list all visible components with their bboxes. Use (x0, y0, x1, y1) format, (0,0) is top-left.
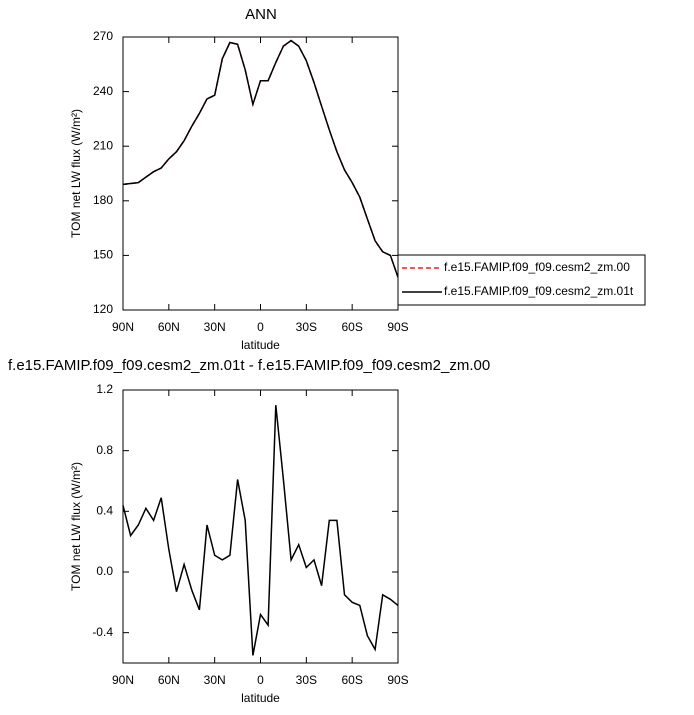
y-tick-label: 240 (93, 84, 113, 98)
x-tick-label: 60N (158, 673, 180, 687)
x-axis-label: latitude (241, 691, 280, 705)
x-tick-label: 60S (341, 320, 362, 334)
y-tick-label: 270 (93, 29, 113, 43)
y-tick-label: 0.8 (96, 443, 113, 457)
x-axis-label: latitude (241, 338, 280, 352)
legend-box (397, 254, 646, 306)
y-tick-label: 210 (93, 138, 113, 152)
legend-label: f.e15.FAMIP.f09_f09.cesm2_zm.01t (444, 284, 634, 298)
y-axis-label: TOM net LW flux (W/m²) (69, 462, 83, 591)
chart-title: f.e15.FAMIP.f09_f09.cesm2_zm.01t - f.e15… (8, 357, 490, 374)
y-tick-label: 0.4 (96, 504, 113, 518)
plot-frame (122, 389, 399, 664)
legend-label: f.e15.FAMIP.f09_f09.cesm2_zm.00 (444, 260, 630, 274)
data-line (122, 39, 399, 278)
data-line (122, 39, 399, 278)
x-tick-label: 30S (296, 673, 317, 687)
y-tick-label: 1.2 (96, 382, 113, 396)
x-tick-label: 60N (158, 320, 180, 334)
plot-frame (122, 36, 399, 311)
chart-title: ANN (245, 6, 277, 23)
x-tick-label: 30N (204, 320, 226, 334)
x-tick-label: 30S (296, 320, 317, 334)
x-tick-label: 90N (112, 320, 134, 334)
y-tick-label: 180 (93, 193, 113, 207)
y-tick-label: 120 (93, 302, 113, 316)
x-tick-label: 90S (387, 673, 408, 687)
x-tick-label: 90N (112, 673, 134, 687)
y-tick-label: -0.4 (92, 625, 113, 639)
x-tick-label: 60S (341, 673, 362, 687)
x-tick-label: 90S (387, 320, 408, 334)
x-tick-label: 0 (257, 673, 264, 687)
x-tick-label: 0 (257, 320, 264, 334)
x-tick-label: 30N (204, 673, 226, 687)
y-axis-label: TOM net LW flux (W/m²) (69, 109, 83, 238)
y-tick-label: 150 (93, 248, 113, 262)
y-tick-label: 0.0 (96, 564, 113, 578)
data-line (122, 405, 399, 656)
